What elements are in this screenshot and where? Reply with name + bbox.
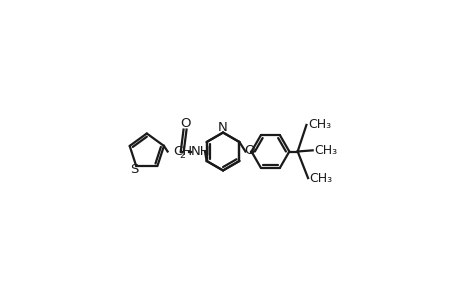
Text: 2: 2 [179,151,185,160]
Text: CH₃: CH₃ [309,172,332,184]
Text: O: O [243,144,254,157]
Text: N: N [218,121,227,134]
Text: CH₃: CH₃ [313,144,336,157]
Text: CH: CH [173,145,191,158]
Text: NH: NH [190,145,210,158]
Text: S: S [130,163,138,176]
Text: O: O [179,117,190,130]
Text: CH₃: CH₃ [307,118,330,131]
